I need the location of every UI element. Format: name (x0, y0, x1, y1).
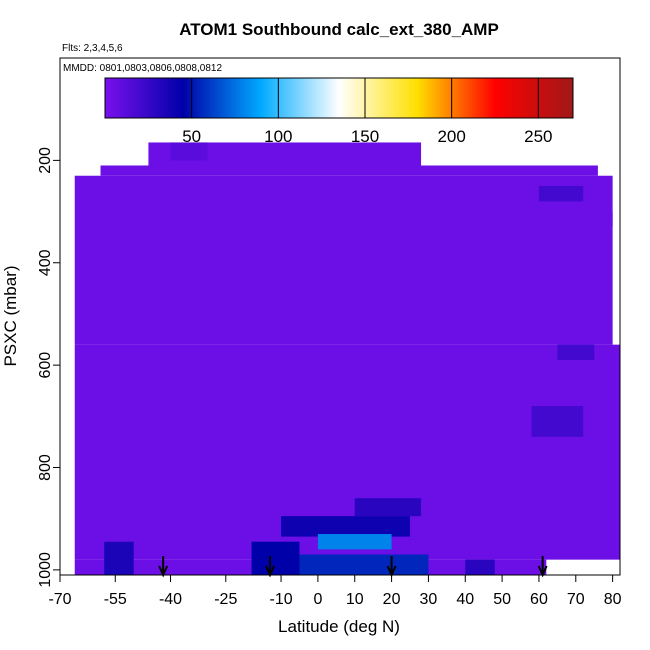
x-tick-label: 60 (530, 591, 548, 608)
flight-arrows (158, 556, 548, 578)
heatmap-cell (170, 142, 208, 161)
flight-arrow (158, 556, 169, 578)
heatmap-cell (104, 541, 134, 575)
heatmap-region (148, 142, 422, 166)
heatmap-cell (465, 559, 495, 575)
chart-title: ATOM1 Southbound calc_ext_380_AMP (179, 20, 499, 39)
flights-label: Flts: 2,3,4,5,6 (62, 43, 123, 54)
x-tick-label: 10 (346, 591, 364, 608)
heatmap-layer (74, 142, 620, 575)
x-tick-label: 70 (567, 591, 585, 608)
x-tick-label: 0 (313, 591, 322, 608)
x-tick-label: -10 (269, 591, 292, 608)
y-tick-label: 200 (37, 147, 54, 174)
x-tick-label: -40 (159, 591, 182, 608)
plot-frame (59, 57, 621, 576)
heatmap-region (100, 165, 598, 176)
x-axis-label: Latitude (deg N) (278, 617, 400, 636)
y-tick-label: 400 (37, 249, 54, 276)
heatmap-cell (317, 534, 392, 550)
colorbar-tick-label: 150 (351, 127, 379, 146)
x-tick-label: -70 (48, 591, 71, 608)
heatmap-cell (299, 554, 429, 575)
flight-arrow-head (265, 565, 275, 578)
flight-arrow (265, 556, 275, 578)
x-tick-label: 30 (420, 591, 438, 608)
flight-arrow-head (158, 565, 169, 578)
colorbar-ticks: 50 100 150 200 250 (182, 78, 553, 146)
dates-label: MMDD: 0801,0803,0806,0808,0812 (63, 63, 222, 74)
x-tick-label: 50 (493, 591, 511, 608)
x-tick-label: -55 (104, 591, 127, 608)
x-tick-label: 40 (456, 591, 474, 608)
colorbar-tick-label: 50 (182, 127, 201, 146)
y-tick-label: 600 (37, 352, 54, 379)
colorbar-rect (104, 77, 574, 119)
colorbar: 50 100 150 200 250 (104, 77, 574, 146)
heatmap-cell (538, 185, 584, 202)
flight-arrow (537, 556, 548, 578)
flight-arrow-head (537, 565, 548, 578)
x-tick-label: 20 (383, 591, 401, 608)
background-regions (74, 142, 620, 575)
colorbar-tick-label: 100 (264, 127, 292, 146)
x-axis: -70 -55 -40 -25 -10 0 10 20 30 40 50 60 70 80 (48, 575, 622, 608)
y-tick-label: 1000 (37, 552, 54, 588)
x-tick-label: 80 (604, 591, 622, 608)
heatmap-cell (354, 498, 422, 517)
colorbar-tick-label: 250 (524, 127, 552, 146)
colorbar-tick-label: 200 (437, 127, 465, 146)
enhanced-cells (104, 142, 595, 575)
heatmap-cell (281, 516, 410, 537)
heatmap-cell (557, 344, 595, 361)
y-axis: 200 400 600 800 1000 (37, 147, 60, 588)
y-axis-label: PSXC (mbar) (1, 265, 20, 366)
y-tick-label: 800 (37, 454, 54, 481)
heatmap-cell (251, 541, 300, 575)
x-tick-label: -25 (214, 591, 237, 608)
heatmap-cell (531, 406, 584, 437)
heatmap-region (74, 175, 613, 345)
heatmap-region (568, 211, 613, 227)
